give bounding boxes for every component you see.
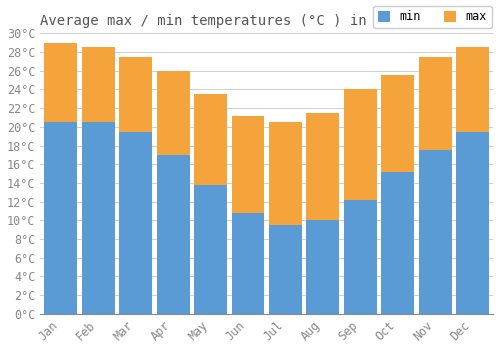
Bar: [194, 185, 227, 314]
Bar: [44, 43, 78, 122]
Bar: [418, 150, 452, 314]
Bar: [82, 47, 115, 122]
Bar: [456, 47, 489, 132]
Bar: [156, 71, 190, 155]
Bar: [456, 132, 489, 314]
Bar: [381, 172, 414, 314]
Bar: [232, 213, 264, 314]
Bar: [306, 113, 340, 220]
Bar: [120, 132, 152, 314]
Bar: [344, 90, 376, 200]
Text: Average max / min temperatures (°C ) in Noosa Heads: Average max / min temperatures (°C ) in …: [40, 14, 468, 28]
Bar: [44, 122, 78, 314]
Bar: [232, 116, 264, 213]
Bar: [418, 57, 452, 150]
Bar: [269, 225, 302, 314]
Bar: [306, 220, 340, 314]
Bar: [120, 57, 152, 132]
Bar: [82, 122, 115, 314]
Bar: [194, 94, 227, 185]
Bar: [156, 155, 190, 314]
Legend: min, max: min, max: [374, 6, 492, 28]
Bar: [344, 200, 376, 314]
Bar: [381, 76, 414, 172]
Bar: [269, 122, 302, 225]
